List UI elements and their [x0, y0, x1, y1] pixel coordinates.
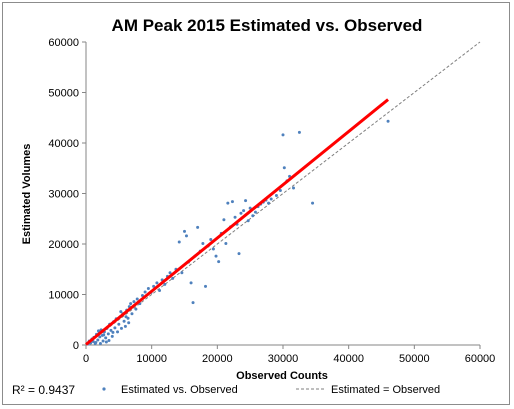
- data-point: [311, 202, 314, 205]
- data-point: [254, 211, 257, 214]
- data-point: [107, 339, 110, 342]
- data-point: [117, 323, 120, 326]
- plot-area: 0 10000 20000 30000 40000 50000 60000 0 10000 200…: [48, 37, 495, 365]
- x-tick-label: 40000: [333, 353, 364, 365]
- data-point: [144, 290, 147, 293]
- data-point: [224, 242, 227, 245]
- data-point: [113, 326, 116, 329]
- data-point: [158, 289, 161, 292]
- legend: Estimated vs. Observed Estimated = Obser…: [102, 384, 440, 396]
- data-point: [105, 340, 108, 343]
- data-point: [196, 226, 199, 229]
- data-point: [136, 298, 139, 301]
- x-tick-label: 50000: [399, 353, 430, 365]
- data-point: [147, 287, 150, 290]
- data-point: [204, 285, 207, 288]
- data-point: [102, 339, 105, 342]
- data-point: [239, 212, 242, 215]
- y-tick-label: 20000: [48, 239, 79, 251]
- data-point: [242, 209, 245, 212]
- data-point: [132, 300, 135, 303]
- data-point: [125, 315, 128, 318]
- data-point: [130, 312, 133, 315]
- x-axis-title: Observed Counts: [236, 370, 328, 382]
- data-point: [129, 302, 132, 305]
- legend-marker-points: [102, 387, 105, 390]
- data-point: [217, 260, 220, 263]
- data-point: [104, 336, 107, 339]
- data-point: [190, 281, 193, 284]
- data-point: [111, 331, 114, 334]
- legend-label-points: Estimated vs. Observed: [121, 384, 238, 396]
- data-point: [244, 199, 247, 202]
- data-point: [209, 238, 212, 241]
- data-point: [134, 308, 137, 311]
- data-point: [192, 301, 195, 304]
- data-point: [94, 341, 97, 344]
- x-tick-label: 60000: [465, 353, 496, 365]
- data-point: [111, 335, 114, 338]
- x-tick-label: 20000: [202, 353, 233, 365]
- data-point: [212, 248, 215, 251]
- x-tick-label: 10000: [136, 353, 167, 365]
- y-tick-label: 60000: [48, 37, 79, 49]
- x-tick-label: 0: [83, 353, 89, 365]
- data-point: [282, 133, 285, 136]
- data-point: [238, 252, 241, 255]
- data-point: [171, 277, 174, 280]
- trend-line: [86, 100, 388, 345]
- reference-line: [86, 42, 480, 345]
- data-point: [234, 216, 237, 219]
- data-point: [119, 310, 122, 313]
- data-point: [185, 234, 188, 237]
- data-point: [275, 194, 278, 197]
- data-point: [155, 281, 158, 284]
- data-point: [292, 186, 295, 189]
- data-point: [123, 320, 126, 323]
- legend-label-reference-line: Estimated = Observed: [331, 384, 440, 396]
- r-squared-annotation: R² = 0.9437: [12, 383, 75, 397]
- data-point: [124, 325, 127, 328]
- data-point: [298, 131, 301, 134]
- data-point: [283, 166, 286, 169]
- data-point: [387, 120, 390, 123]
- data-point: [270, 198, 273, 201]
- data-point: [120, 327, 123, 330]
- data-point: [99, 342, 102, 345]
- data-point: [116, 330, 119, 333]
- data-point: [226, 202, 229, 205]
- data-point: [96, 338, 99, 341]
- data-point: [251, 214, 254, 217]
- y-axis-title: Estimated Volumes: [21, 144, 33, 245]
- chart-title: AM Peak 2015 Estimated vs. Observed: [112, 16, 423, 35]
- data-point: [247, 219, 250, 222]
- x-tick-label: 30000: [268, 353, 299, 365]
- data-point: [215, 255, 218, 258]
- data-point: [231, 200, 234, 203]
- data-point: [183, 230, 186, 233]
- data-point: [180, 271, 183, 274]
- data-point: [178, 240, 181, 243]
- data-point: [107, 332, 110, 335]
- y-tick-label: 10000: [48, 290, 79, 302]
- data-point: [102, 333, 105, 336]
- y-tick-label: 0: [73, 340, 79, 352]
- y-tick-label: 30000: [48, 189, 79, 201]
- data-point: [127, 321, 130, 324]
- y-tick-label: 50000: [48, 88, 79, 100]
- data-point: [267, 202, 270, 205]
- data-point: [201, 242, 204, 245]
- data-point: [222, 218, 225, 221]
- y-tick-label: 40000: [48, 138, 79, 150]
